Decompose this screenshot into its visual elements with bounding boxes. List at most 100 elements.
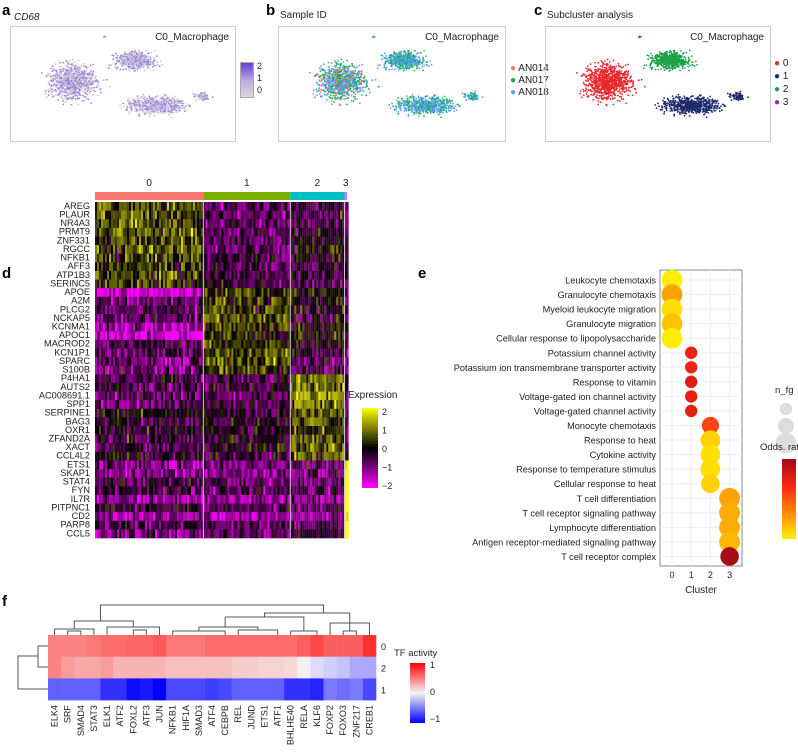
umap-point — [205, 95, 208, 98]
umap-point — [318, 93, 321, 95]
umap-point — [70, 74, 73, 77]
umap-point — [348, 82, 351, 84]
umap-point — [155, 98, 158, 101]
umap-point — [427, 101, 430, 103]
umap-point — [599, 72, 602, 75]
umap-point — [337, 92, 340, 94]
umap-point — [407, 51, 409, 54]
umap-point — [316, 82, 318, 84]
umap-point — [175, 109, 177, 112]
umap-point — [600, 94, 603, 97]
umap-point — [329, 84, 332, 86]
umap-point — [351, 73, 354, 75]
umap-point — [132, 64, 135, 67]
umap-point — [95, 79, 98, 82]
umap-point — [83, 86, 86, 88]
umap-point — [146, 97, 149, 100]
umap-point — [146, 67, 149, 70]
umap-point — [325, 99, 328, 101]
umap-point — [331, 97, 334, 100]
umap-point — [389, 107, 392, 109]
umap-point — [324, 86, 327, 89]
umap-point — [349, 87, 352, 90]
umap-point — [359, 88, 362, 90]
umap-point — [128, 110, 131, 113]
umap-point — [336, 70, 339, 72]
umap-point — [57, 99, 60, 101]
umap-point — [616, 74, 619, 76]
umap-point — [55, 84, 57, 87]
umap-point — [174, 100, 176, 103]
umap-point — [193, 95, 196, 98]
umap-point — [136, 68, 139, 71]
umap-point — [201, 97, 204, 100]
umap-point — [135, 100, 138, 102]
umap-point — [407, 55, 409, 57]
umap-point — [428, 102, 431, 105]
umap-point — [78, 78, 81, 81]
umap-point — [94, 80, 96, 82]
umap-point — [391, 102, 393, 105]
umap-point — [198, 98, 200, 100]
umap-point — [137, 64, 140, 67]
umap-point — [204, 90, 207, 93]
umap-point — [454, 105, 457, 107]
umap-point — [152, 65, 155, 68]
umap-point — [120, 107, 123, 109]
umap-point — [332, 76, 334, 79]
umap-point — [139, 61, 142, 64]
umap-point — [142, 93, 145, 96]
umap-point — [612, 65, 614, 68]
umap-point — [346, 74, 349, 77]
umap-point — [343, 88, 346, 91]
umap-point — [62, 67, 64, 70]
umap-point — [384, 68, 387, 71]
umap-point — [319, 88, 321, 91]
umap-point — [622, 66, 625, 68]
umap-point — [80, 85, 82, 88]
cd68-colorbar-ticks: 2 1 0 — [257, 60, 262, 96]
umap-point — [404, 63, 406, 65]
umap-point — [337, 60, 340, 62]
umap-point — [96, 94, 99, 97]
umap-point — [616, 75, 618, 78]
umap-point — [114, 64, 117, 67]
umap-point — [413, 96, 416, 98]
umap-point — [316, 94, 318, 97]
umap-point — [340, 58, 343, 61]
umap-point — [127, 99, 129, 102]
umap-point — [379, 64, 382, 66]
umap-point — [611, 97, 614, 100]
umap-point — [133, 51, 136, 54]
umap-point — [151, 99, 154, 102]
umap-point — [57, 94, 60, 97]
umap-point — [45, 96, 48, 99]
umap-point — [116, 59, 119, 62]
umap-point — [315, 74, 317, 76]
umap-point — [627, 80, 630, 82]
umap-point — [442, 112, 444, 114]
umap-point — [157, 111, 160, 114]
umap-point — [598, 97, 600, 100]
umap-point — [125, 68, 127, 71]
umap-point — [321, 83, 323, 86]
umap-point — [64, 73, 67, 76]
umap-point — [374, 78, 377, 81]
umap-point — [78, 74, 81, 77]
umap-point — [337, 85, 339, 88]
umap-point — [413, 105, 416, 107]
umap-point — [335, 92, 338, 94]
panel-c-title: Subcluster analysis — [547, 10, 634, 21]
umap-point — [131, 104, 134, 107]
umap-point — [355, 76, 358, 79]
umap-point — [319, 70, 322, 73]
umap-point — [348, 85, 351, 88]
umap-point — [90, 86, 93, 89]
umap-point — [403, 107, 406, 110]
umap-point — [594, 72, 596, 75]
umap-point — [158, 65, 161, 68]
umap-point — [138, 60, 140, 62]
umap-point — [80, 87, 83, 90]
umap-point — [337, 87, 340, 90]
umap-point — [597, 67, 599, 70]
